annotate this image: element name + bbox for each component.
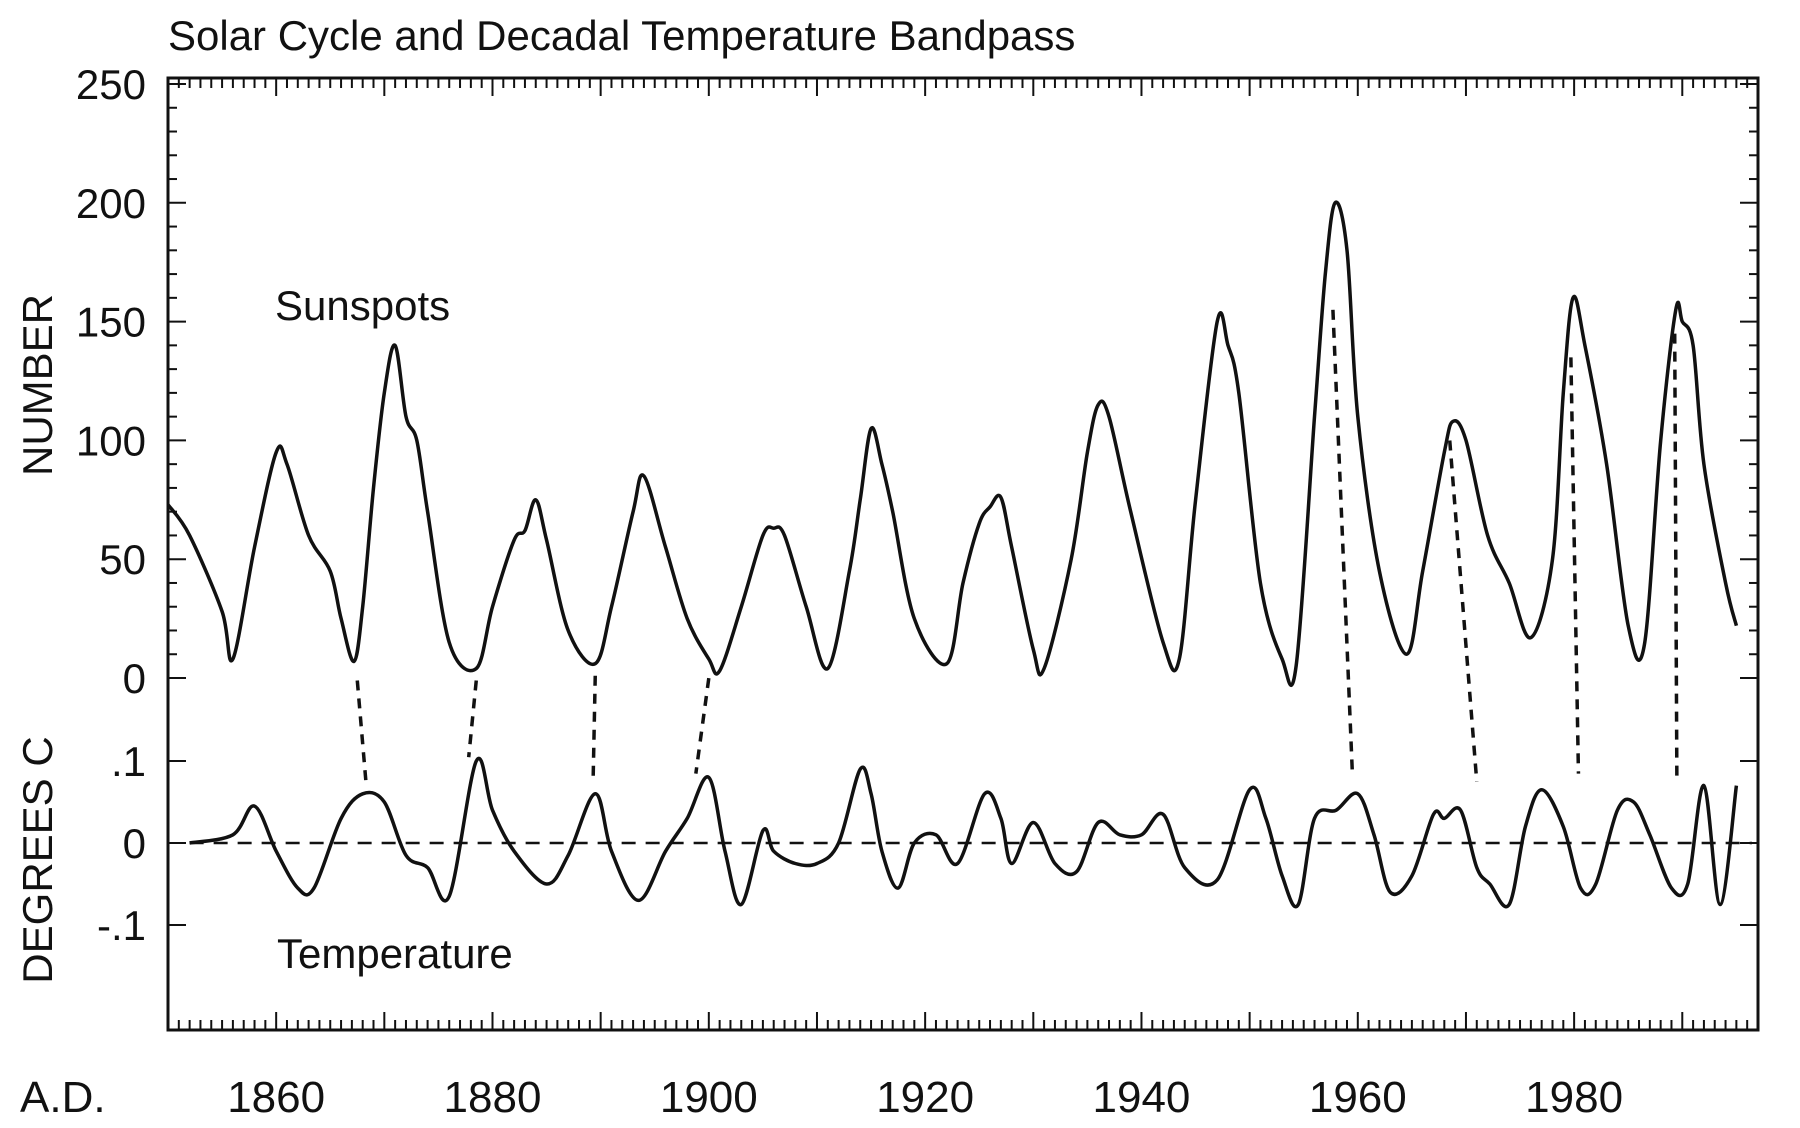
cycle-connector-lines — [355, 309, 1679, 782]
series-line-temperature — [189, 756, 1739, 909]
x-tick-label: 1880 — [444, 1073, 542, 1122]
x-axis-label: A.D. — [20, 1073, 106, 1122]
y-tick-label: 150 — [76, 299, 146, 346]
connector-line — [1331, 309, 1355, 774]
temp-tick-label: .1 — [111, 738, 146, 785]
x-tick-label: 1900 — [660, 1073, 758, 1122]
x-tick-labels: 1860 1880 1900 1920 1940 1960 1980 — [227, 1073, 1623, 1122]
x-tick-label: 1960 — [1309, 1073, 1407, 1122]
y-tick-label: 250 — [76, 61, 146, 108]
annotation-sunspots: Sunspots — [275, 282, 450, 329]
plot-frame — [166, 76, 1760, 1032]
y-tick-label: 200 — [76, 180, 146, 227]
connector-line — [694, 677, 711, 774]
chart-title: Solar Cycle and Decadal Temperature Band… — [168, 12, 1075, 59]
connector-line — [1569, 357, 1581, 774]
connector-line — [591, 675, 597, 782]
connector-line — [466, 680, 479, 758]
y-axis-label-degrees: DEGREES C — [14, 736, 61, 983]
temp-tick-label: -.1 — [97, 902, 146, 949]
series-line-sunspots — [166, 200, 1739, 687]
tick-marks — [167, 78, 1759, 1030]
y-tick-label: 100 — [76, 417, 146, 464]
y-tick-label: 50 — [99, 536, 146, 583]
annotation-temperature: Temperature — [277, 930, 513, 977]
x-tick-label: 1940 — [1093, 1073, 1191, 1122]
x-tick-label: 1860 — [227, 1073, 325, 1122]
y-tick-label: 0 — [123, 655, 146, 702]
x-tick-label: 1980 — [1525, 1073, 1623, 1122]
y-tick-labels: 0 50 100 150 200 250 -.1 0 .1 — [76, 61, 146, 949]
connector-line — [355, 680, 368, 782]
x-tick-label: 1920 — [876, 1073, 974, 1122]
temp-tick-label: 0 — [123, 820, 146, 867]
y-axis-label-number: NUMBER — [14, 294, 61, 476]
connector-line — [1447, 440, 1479, 782]
connector-line — [1672, 333, 1679, 782]
